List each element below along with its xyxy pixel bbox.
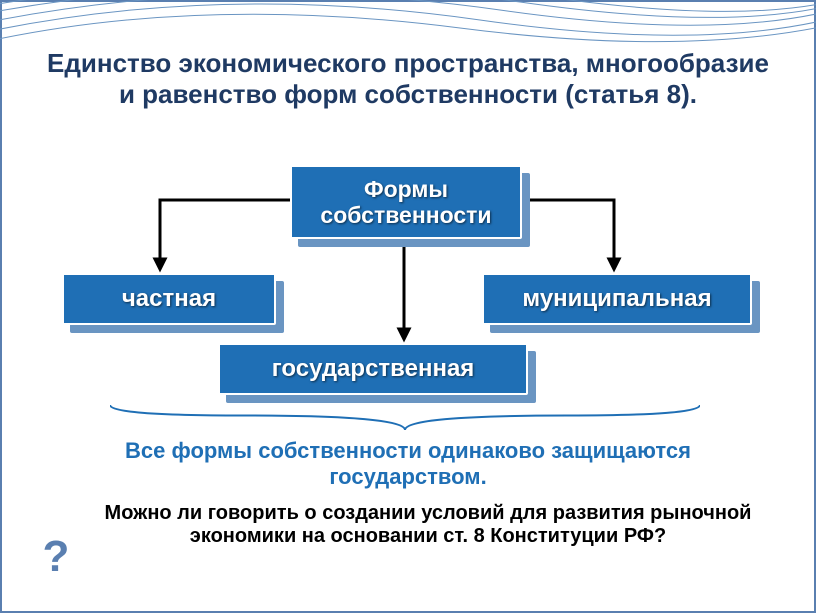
- root-box-label: Формы собственности: [290, 165, 522, 239]
- question-text: Можно ли говорить о создании условий для…: [88, 502, 768, 548]
- root-box: Формы собственности: [290, 165, 530, 247]
- curly-brace: [110, 402, 700, 432]
- child-box-1-label: государственная: [218, 343, 528, 395]
- child-box-0: частная: [62, 273, 284, 333]
- child-box-1: государственная: [218, 343, 536, 403]
- child-box-2-label: муниципальная: [482, 273, 752, 325]
- summary-text: Все формы собственности одинаково защища…: [120, 438, 696, 490]
- child-box-2: муниципальная: [482, 273, 760, 333]
- child-box-0-label: частная: [62, 273, 276, 325]
- question-icon: ?: [32, 533, 80, 581]
